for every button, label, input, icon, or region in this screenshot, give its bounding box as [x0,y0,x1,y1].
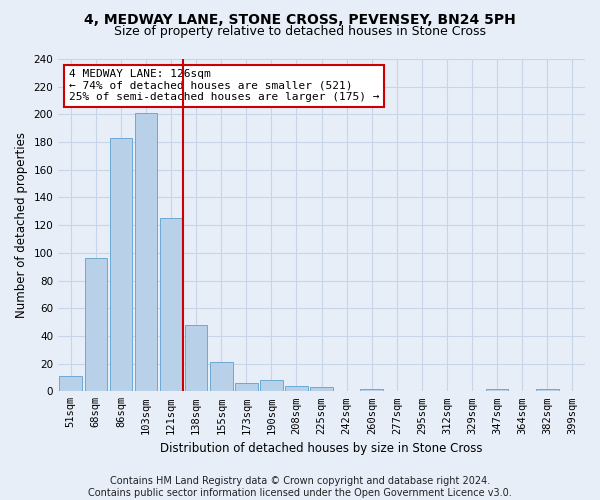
X-axis label: Distribution of detached houses by size in Stone Cross: Distribution of detached houses by size … [160,442,483,455]
Bar [486,388,508,392]
Bar [134,113,157,392]
Bar [310,387,333,392]
Text: Size of property relative to detached houses in Stone Cross: Size of property relative to detached ho… [114,25,486,38]
Bar [59,376,82,392]
Bar [160,218,182,392]
Bar [110,138,132,392]
Bar [361,388,383,392]
Bar [235,383,257,392]
Bar [85,258,107,392]
Text: 4, MEDWAY LANE, STONE CROSS, PEVENSEY, BN24 5PH: 4, MEDWAY LANE, STONE CROSS, PEVENSEY, B… [84,12,516,26]
Bar [260,380,283,392]
Bar [185,325,208,392]
Bar [285,386,308,392]
Y-axis label: Number of detached properties: Number of detached properties [15,132,28,318]
Bar [536,388,559,392]
Text: Contains HM Land Registry data © Crown copyright and database right 2024.
Contai: Contains HM Land Registry data © Crown c… [88,476,512,498]
Bar [210,362,233,392]
Text: 4 MEDWAY LANE: 126sqm
← 74% of detached houses are smaller (521)
25% of semi-det: 4 MEDWAY LANE: 126sqm ← 74% of detached … [69,69,379,102]
